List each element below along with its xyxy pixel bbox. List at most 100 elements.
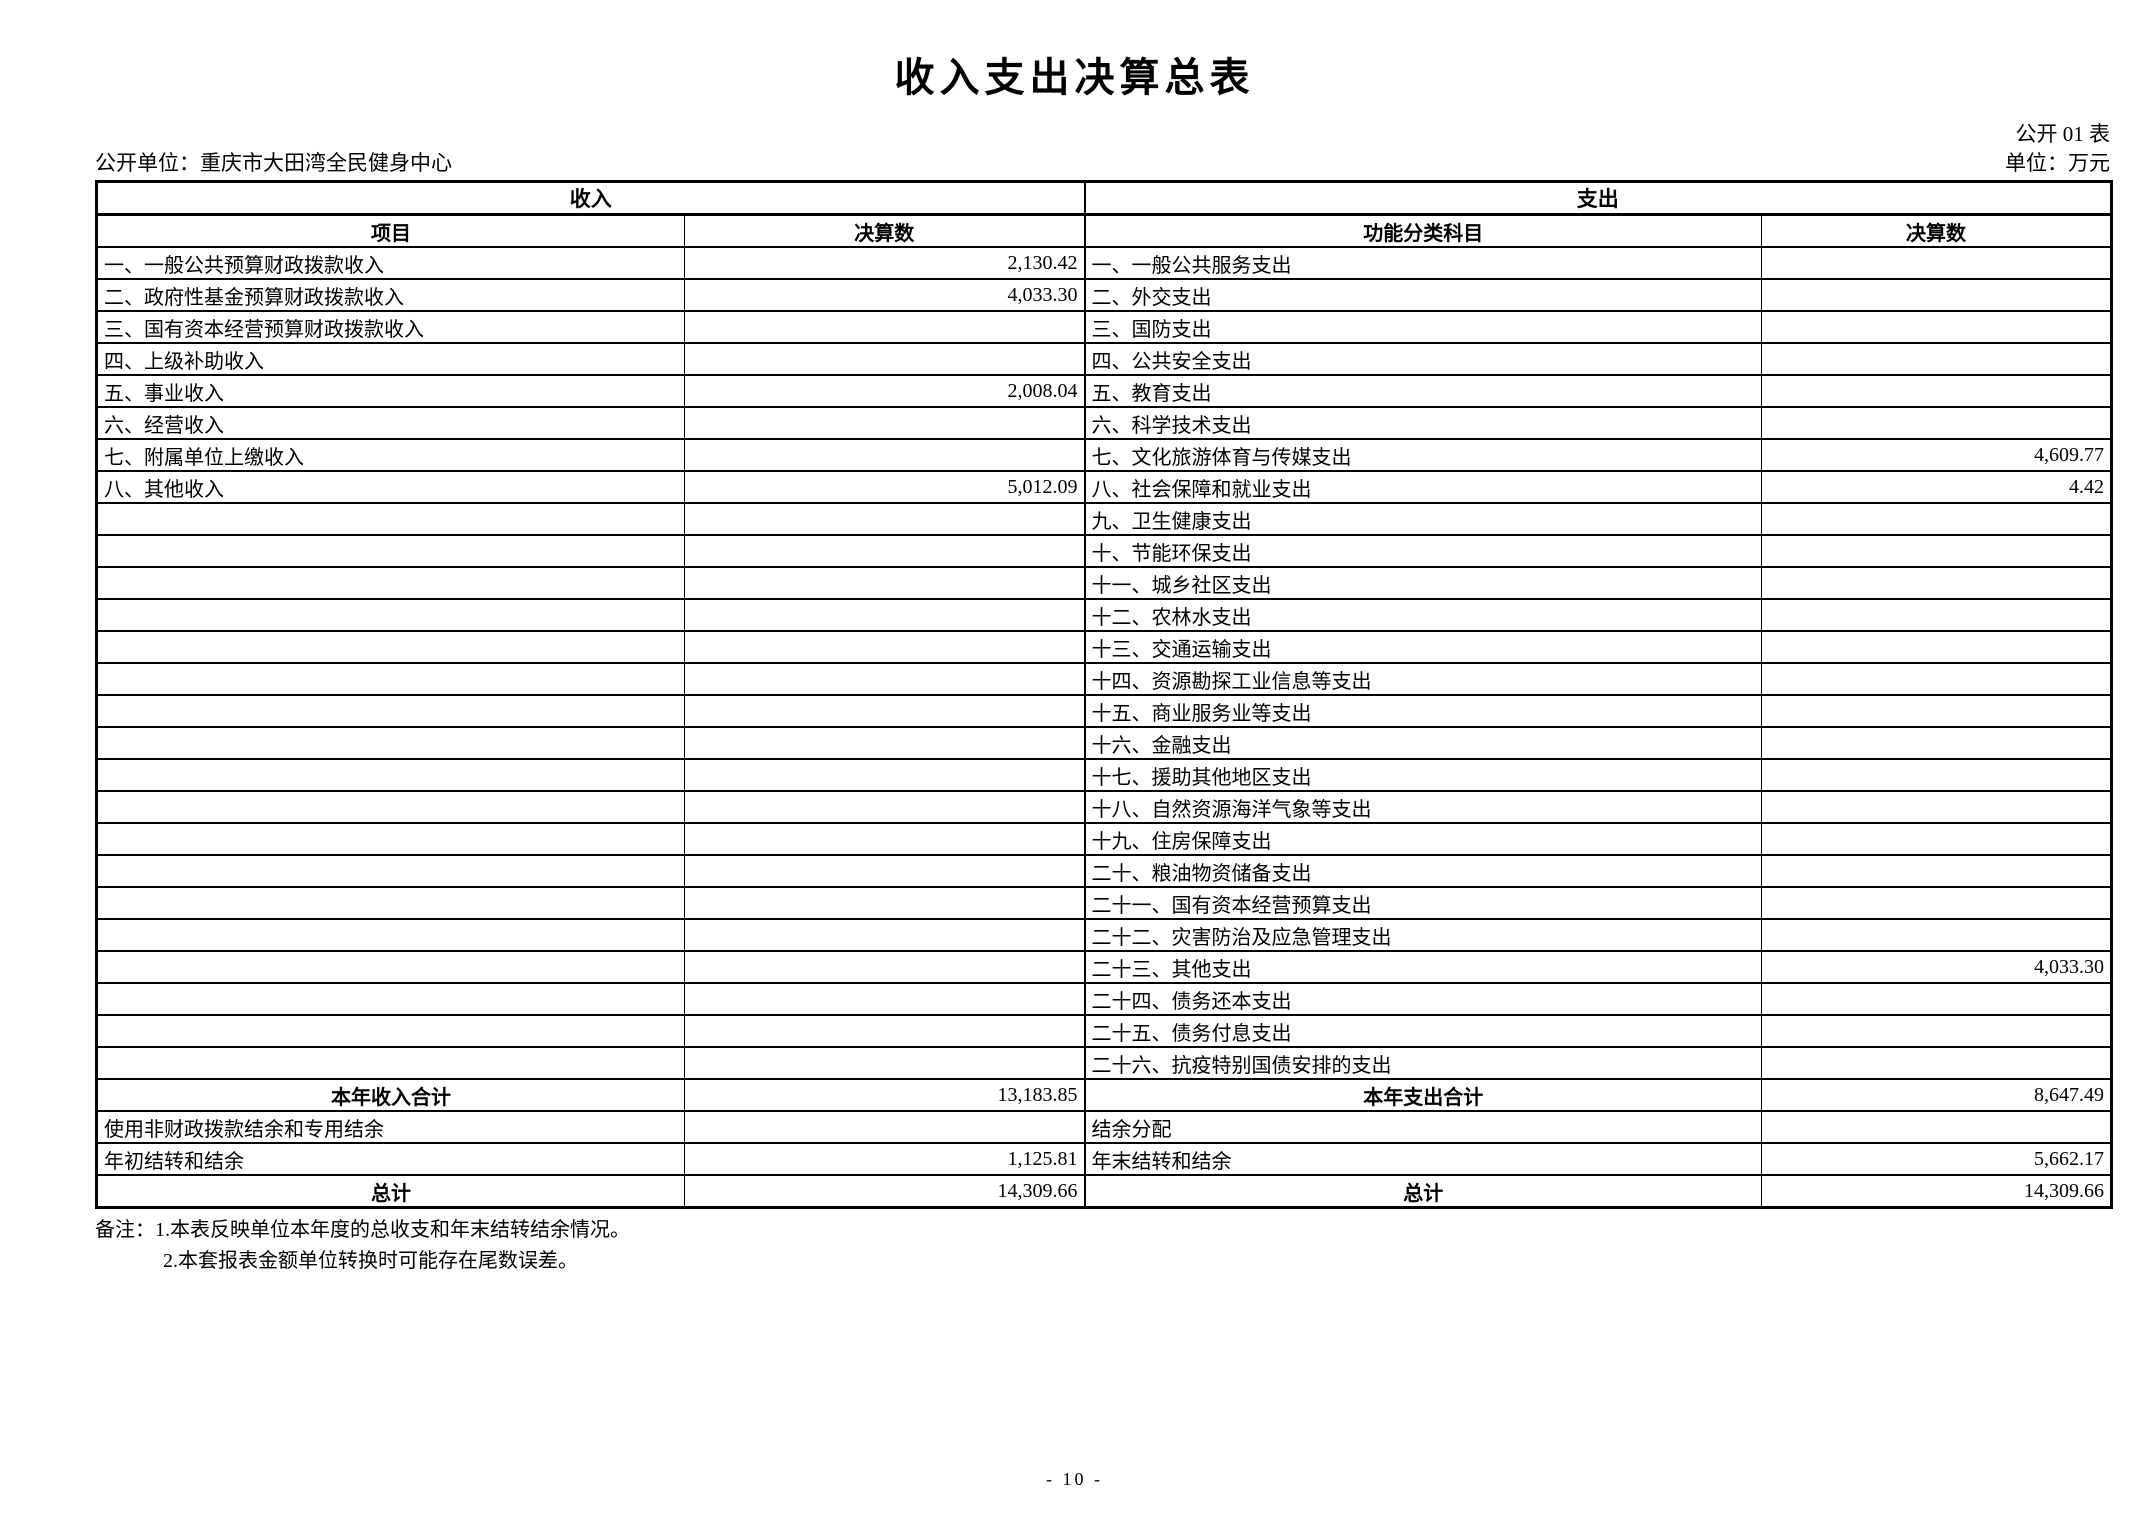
table-row: 二十三、其他支出 4,033.30 <box>96 950 2112 984</box>
expenditure-item-cell: 二十五、债务付息支出 <box>1083 1014 1762 1048</box>
revenue-amount-cell <box>684 1014 1085 1048</box>
table-row: 四、上级补助收入 四、公共安全支出 <box>96 342 2112 376</box>
revenue-item-cell: 八、其他收入 <box>96 470 685 504</box>
col-header-functional-subject: 功能分类科目 <box>1083 213 1762 248</box>
revenue-item-cell <box>96 598 685 632</box>
revenue-amount-cell <box>684 598 1085 632</box>
expenditure-amount-cell <box>1761 278 2112 312</box>
table-row: 十四、资源勘探工业信息等支出 <box>96 662 2112 696</box>
expenditure-item-cell: 二十三、其他支出 <box>1083 950 1762 984</box>
publish-unit: 公开单位：重庆市大田湾全民健身中心 <box>95 151 452 175</box>
expenditure-item-cell: 十八、自然资源海洋气象等支出 <box>1083 790 1762 824</box>
expenditure-item-cell: 总计 <box>1083 1174 1762 1209</box>
expenditure-item-cell: 一、一般公共服务支出 <box>1083 246 1762 280</box>
expenditure-amount-cell <box>1761 598 2112 632</box>
table-row: 七、附属单位上缴收入 七、文化旅游体育与传媒支出 4,609.77 <box>96 438 2112 472</box>
revenue-item-cell <box>96 1046 685 1080</box>
revenue-amount-cell <box>684 950 1085 984</box>
expenditure-amount-cell <box>1761 534 2112 568</box>
revenue-item-cell <box>96 758 685 792</box>
expenditure-amount-cell <box>1761 502 2112 536</box>
revenue-item-cell <box>96 950 685 984</box>
expenditure-item-cell: 二、外交支出 <box>1083 278 1762 312</box>
expenditure-item-cell: 二十二、灾害防治及应急管理支出 <box>1083 918 1762 952</box>
revenue-amount-cell: 4,033.30 <box>684 278 1085 312</box>
expenditure-item-cell: 六、科学技术支出 <box>1083 406 1762 440</box>
revenue-item-cell <box>96 566 685 600</box>
revenue-amount-cell <box>684 502 1085 536</box>
expenditure-item-cell: 五、教育支出 <box>1083 374 1762 408</box>
table-body: 一、一般公共预算财政拨款收入 2,130.42 一、一般公共服务支出 二、政府性基金预… <box>96 246 2112 1209</box>
revenue-amount-cell <box>684 662 1085 696</box>
revenue-item-cell: 总计 <box>96 1174 685 1209</box>
notes: 备注：1.本表反映单位本年度的总收支和年末结转结余情况。 2.本套报表金额单位转… <box>95 1215 2110 1277</box>
expenditure-item-cell: 结余分配 <box>1083 1110 1762 1144</box>
revenue-amount-cell <box>684 406 1085 440</box>
table-row: 本年收入合计 13,183.85 本年支出合计 8,647.49 <box>96 1078 2112 1112</box>
revenue-item-cell <box>96 726 685 760</box>
revenue-amount-cell: 2,008.04 <box>684 374 1085 408</box>
revenue-amount-cell <box>684 310 1085 344</box>
page-number: - 10 - <box>1046 1469 1103 1489</box>
expenditure-amount-cell <box>1761 310 2112 344</box>
expenditure-amount-cell <box>1761 726 2112 760</box>
table-row: 十七、援助其他地区支出 <box>96 758 2112 792</box>
expenditure-item-cell: 十三、交通运输支出 <box>1083 630 1762 664</box>
expenditure-amount-cell: 14,309.66 <box>1761 1174 2112 1209</box>
expenditure-item-cell: 十四、资源勘探工业信息等支出 <box>1083 662 1762 696</box>
revenue-item-cell <box>96 502 685 536</box>
expenditure-item-cell: 年末结转和结余 <box>1083 1142 1762 1176</box>
revenue-item-cell <box>96 662 685 696</box>
col-header-amount2: 决算数 <box>1761 213 2112 248</box>
expenditure-amount-cell <box>1761 822 2112 856</box>
expenditure-amount-cell <box>1761 406 2112 440</box>
table-row: 二十、粮油物资储备支出 <box>96 854 2112 888</box>
expenditure-item-cell: 十二、农林水支出 <box>1083 598 1762 632</box>
expenditure-amount-cell <box>1761 1046 2112 1080</box>
revenue-item-cell <box>96 534 685 568</box>
revenue-item-cell <box>96 630 685 664</box>
expenditure-item-cell: 二十四、债务还本支出 <box>1083 982 1762 1016</box>
note-line-2: 2.本套报表金额单位转换时可能存在尾数误差。 <box>163 1250 578 1272</box>
page-content: 公开 01 表 公开单位：重庆市大田湾全民健身中心 单位：万元 收入 支出 项目… <box>95 120 2113 1277</box>
revenue-section-header: 收入 <box>96 180 1085 216</box>
expenditure-amount-cell <box>1761 982 2112 1016</box>
revenue-item-cell <box>96 694 685 728</box>
expenditure-item-cell: 二十、粮油物资储备支出 <box>1083 854 1762 888</box>
expenditure-amount-cell <box>1761 758 2112 792</box>
revenue-amount-cell <box>684 630 1085 664</box>
revenue-item-cell: 二、政府性基金预算财政拨款收入 <box>96 278 685 312</box>
revenue-amount-cell <box>684 342 1085 376</box>
expenditure-item-cell: 九、卫生健康支出 <box>1083 502 1762 536</box>
table-number: 公开 01 表 <box>2015 122 2111 146</box>
expenditure-item-cell: 二十六、抗疫特别国债安排的支出 <box>1083 1046 1762 1080</box>
table-row: 十二、农林水支出 <box>96 598 2112 632</box>
column-header-row: 项目 决算数 功能分类科目 决算数 <box>96 213 2112 248</box>
revenue-item-cell: 四、上级补助收入 <box>96 342 685 376</box>
expenditure-amount-cell <box>1761 694 2112 728</box>
expenditure-amount-cell <box>1761 342 2112 376</box>
expenditure-item-cell: 十五、商业服务业等支出 <box>1083 694 1762 728</box>
revenue-amount-cell: 5,012.09 <box>684 470 1085 504</box>
table-row: 十、节能环保支出 <box>96 534 2112 568</box>
revenue-item-cell: 五、事业收入 <box>96 374 685 408</box>
revenue-item-cell <box>96 822 685 856</box>
revenue-item-cell: 一、一般公共预算财政拨款收入 <box>96 246 685 280</box>
table-row: 十九、住房保障支出 <box>96 822 2112 856</box>
revenue-item-cell: 六、经营收入 <box>96 406 685 440</box>
table-row: 使用非财政拨款结余和专用结余 结余分配 <box>96 1110 2112 1144</box>
revenue-amount-cell <box>684 1046 1085 1080</box>
meta-row: 公开单位：重庆市大田湾全民健身中心 单位：万元 <box>95 148 2110 178</box>
revenue-item-cell <box>96 918 685 952</box>
expenditure-amount-cell: 4,609.77 <box>1761 438 2112 472</box>
table-row: 十三、交通运输支出 <box>96 630 2112 664</box>
expenditure-amount-cell <box>1761 662 2112 696</box>
revenue-amount-cell: 1,125.81 <box>684 1142 1085 1176</box>
col-header-item: 项目 <box>96 213 685 248</box>
revenue-amount-cell <box>684 1110 1085 1144</box>
expenditure-amount-cell <box>1761 374 2112 408</box>
expenditure-amount-cell <box>1761 566 2112 600</box>
table-row: 二十五、债务付息支出 <box>96 1014 2112 1048</box>
expenditure-item-cell: 三、国防支出 <box>1083 310 1762 344</box>
revenue-item-cell: 本年收入合计 <box>96 1078 685 1112</box>
